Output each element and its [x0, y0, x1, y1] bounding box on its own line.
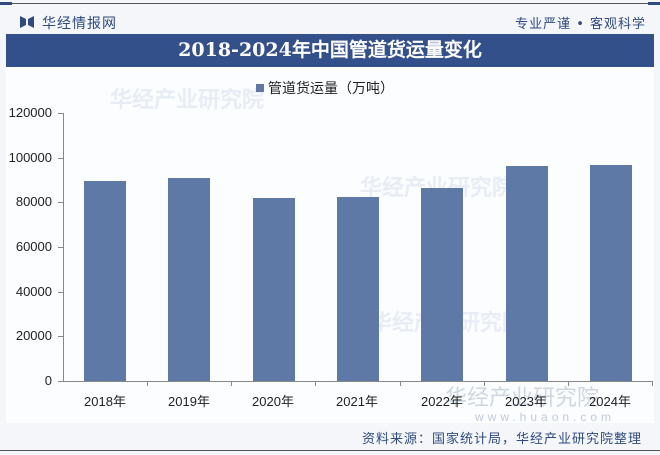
x-tick [147, 381, 148, 386]
slogan: 专业严谨 • 客观科学 [515, 17, 646, 32]
watermark: 华经产业研究院 [110, 88, 265, 113]
y-tick-label: 80000 [15, 194, 52, 209]
y-tick [58, 336, 63, 337]
top-rule-accent-right [648, 2, 660, 5]
bar-2021 [337, 196, 380, 381]
y-tick [58, 381, 63, 382]
bar-2018 [84, 181, 127, 381]
brand-name: 华经情报网 [42, 16, 117, 32]
x-tick-label: 2023年 [505, 394, 547, 409]
legend: 管道货运量（万吨） [256, 78, 394, 98]
x-tick-label: 2021年 [336, 394, 378, 409]
title-bar: 2018-2024年中国管道货运量变化 [6, 34, 654, 67]
y-tick-label: 40000 [15, 284, 52, 299]
y-axis [63, 113, 64, 381]
bar-2022 [421, 188, 464, 381]
bar-2020 [252, 197, 295, 381]
y-tick [58, 292, 63, 293]
bar-2019 [168, 177, 211, 381]
x-tick-label: 2019年 [168, 394, 210, 409]
legend-swatch [256, 84, 264, 92]
bar-2024 [589, 165, 632, 381]
y-tick [58, 202, 63, 203]
x-tick [315, 381, 316, 386]
y-tick [58, 247, 63, 248]
x-tick [568, 381, 569, 386]
x-tick [484, 381, 485, 386]
legend-label: 管道货运量（万吨） [268, 81, 394, 97]
top-rule-accent-left [0, 2, 12, 5]
x-tick-label: 2022年 [421, 394, 463, 409]
x-tick-label: 2018年 [84, 394, 126, 409]
top-rule [0, 3, 660, 4]
watermark-url: www.huaon.com [475, 410, 616, 424]
bar-2023 [505, 165, 548, 381]
x-axis [63, 381, 653, 382]
y-tick-label: 60000 [15, 239, 52, 254]
y-tick [58, 158, 63, 159]
x-tick [400, 381, 401, 386]
header: 华经情报网 专业严谨 • 客观科学 [0, 4, 660, 34]
y-tick-label: 0 [44, 373, 52, 388]
x-tick-label: 2024年 [589, 394, 631, 409]
watermark: 华经产业研究院 [445, 386, 600, 411]
x-tick [231, 381, 232, 386]
y-tick-label: 20000 [15, 328, 52, 343]
bottom-rule [0, 450, 660, 451]
logo-icon [20, 16, 34, 28]
y-tick [58, 113, 63, 114]
chart-title: 2018-2024年中国管道货运量变化 [178, 39, 482, 61]
y-tick-label: 120000 [8, 105, 52, 120]
x-tick [652, 381, 653, 386]
source-note: 资料来源：国家统计局，华经产业研究院整理 [361, 432, 642, 447]
y-tick-label: 100000 [8, 150, 52, 165]
x-tick-label: 2020年 [252, 394, 294, 409]
